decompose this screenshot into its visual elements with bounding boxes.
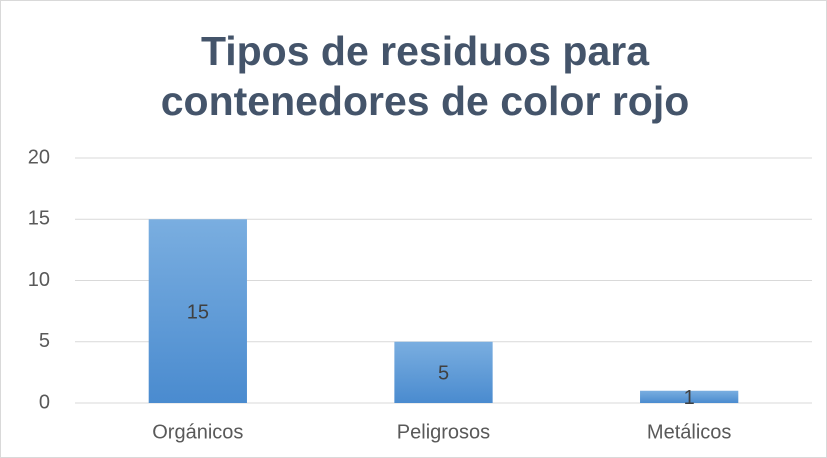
y-tick-label: 15 [28,208,50,230]
chart-title: contenedores de color rojo [161,78,690,124]
data-label: 15 [187,301,209,323]
y-tick-label: 5 [39,330,50,352]
y-tick-label: 0 [39,391,50,413]
bar [394,341,493,403]
data-label: 5 [438,363,449,385]
y-tick-label: 10 [28,269,50,291]
y-tick-label: 20 [28,146,50,168]
chart-title: Tipos de residuos para [201,28,650,74]
x-tick-label: Orgánicos [152,421,243,443]
x-tick-label: Peligrosos [397,421,490,443]
x-tick-label: Metálicos [647,421,731,443]
bar [148,219,247,403]
data-label: 1 [684,387,695,409]
bar [640,390,739,403]
